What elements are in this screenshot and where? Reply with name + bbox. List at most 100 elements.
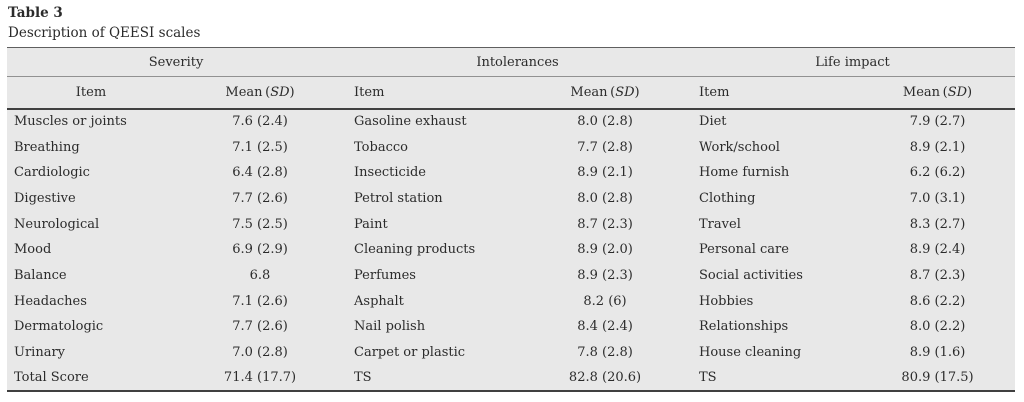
table-row: Headaches 7.1 (2.6) Asphalt 8.2 (6) Hobbies 8… xyxy=(7,288,1015,314)
item-cell: Mood xyxy=(14,242,52,258)
item-cell: Neurological xyxy=(14,216,100,232)
item-cell: Digestive xyxy=(14,190,76,206)
mean-cell: 7.7 (2.6) xyxy=(232,190,288,206)
mean-cell: 8.4 (2.4) xyxy=(577,319,633,335)
group-header-row: Severity Intolerances Life impact xyxy=(7,47,1016,77)
item-cell: Total Score xyxy=(14,370,89,386)
mean-cell: 8.0 (2.8) xyxy=(577,190,633,206)
item-cell: Muscles or joints xyxy=(14,114,127,130)
mean-cell: 8.0 (2.8) xyxy=(577,114,633,130)
mean-cell: 7.8 (2.8) xyxy=(577,345,633,361)
col-header-item-life-impact: Item xyxy=(690,76,861,110)
item-cell: Gasoline exhaust xyxy=(354,114,467,130)
col-header-item-intolerances: Item xyxy=(345,76,521,110)
mean-cell: 7.0 (2.8) xyxy=(232,345,288,361)
table-row: Cardiologic 6.4 (2.8) Insecticide 8.9 (2.1)… xyxy=(7,160,1015,186)
mean-cell: 7.5 (2.5) xyxy=(232,216,288,232)
item-cell: TS xyxy=(699,370,717,386)
item-cell: House cleaning xyxy=(699,345,802,361)
item-cell: Petrol station xyxy=(354,190,443,206)
item-cell: Diet xyxy=(699,114,727,130)
item-cell: Social activities xyxy=(699,267,803,283)
mean-cell: 6.2 (6.2) xyxy=(909,165,966,181)
mean-cell: 8.2 (6) xyxy=(583,293,627,309)
col-header-mean-severity: Mean (SD) xyxy=(175,76,346,110)
col-header-mean-life-impact: Mean (SD) xyxy=(860,76,1016,110)
table-row: Muscles or joints 7.6 (2.4) Gasoline exhau… xyxy=(7,109,1015,135)
mean-label-suffix: ) xyxy=(967,84,973,100)
item-cell: Personal care xyxy=(699,242,789,258)
table-description: Description of QEESI scales xyxy=(8,25,201,41)
item-cell: Work/school xyxy=(699,139,780,155)
mean-cell: 6.9 (2.9) xyxy=(232,242,288,258)
item-cell: Paint xyxy=(354,216,388,232)
table-header: Severity Intolerances Life impact Item M… xyxy=(7,47,1016,110)
table-caption: Table 3 Description of QEESI scales xyxy=(0,0,1024,42)
mean-cell: 8.9 (2.1) xyxy=(577,165,633,181)
mean-cell: 7.9 (2.7) xyxy=(909,114,966,130)
mean-label-prefix: Mean ( xyxy=(570,84,616,100)
table-row: Total Score 71.4 (17.7) TS 82.8 (20.6) TS 80.… xyxy=(7,365,1015,391)
mean-cell: 7.0 (3.1) xyxy=(909,190,966,206)
mean-cell: 8.9 (2.1) xyxy=(909,139,966,155)
mean-cell: 8.7 (2.3) xyxy=(909,267,966,283)
mean-label-prefix: Mean ( xyxy=(225,84,271,100)
item-cell: Perfumes xyxy=(354,267,416,283)
col-header-mean-intolerances: Mean (SD) xyxy=(520,76,691,110)
item-cell: Insecticide xyxy=(354,165,427,181)
mean-cell: 80.9 (17.5) xyxy=(901,370,974,386)
sd-label: SD xyxy=(615,84,635,100)
mean-cell: 7.7 (2.8) xyxy=(577,139,633,155)
mean-cell: 8.0 (2.2) xyxy=(909,319,966,335)
item-cell: Nail polish xyxy=(354,319,426,335)
item-cell: Cleaning products xyxy=(354,242,476,258)
mean-cell: 8.7 (2.3) xyxy=(577,216,633,232)
table-row: Digestive 7.7 (2.6) Petrol station 8.0 (2.8… xyxy=(7,186,1015,212)
mean-cell: 8.9 (2.0) xyxy=(577,242,633,258)
mean-cell: 7.1 (2.6) xyxy=(232,293,288,309)
mean-label-suffix: ) xyxy=(634,84,640,100)
mean-cell: 8.9 (1.6) xyxy=(909,345,966,361)
mean-cell: 82.8 (20.6) xyxy=(568,370,642,386)
item-cell: Cardiologic xyxy=(14,165,90,181)
group-header-life-impact: Life impact xyxy=(690,47,1016,77)
item-cell: Travel xyxy=(699,216,741,232)
table-row: Balance 6.8 Perfumes 8.9 (2.3) Social activi… xyxy=(7,263,1015,289)
table-row: Mood 6.9 (2.9) Cleaning products 8.9 (2.0) P… xyxy=(7,237,1015,263)
item-cell: Urinary xyxy=(14,345,66,361)
item-cell: Asphalt xyxy=(354,293,404,309)
table-row: Neurological 7.5 (2.5) Paint 8.7 (2.3) Trave… xyxy=(7,211,1015,237)
sd-label: SD xyxy=(947,84,968,100)
item-cell: Breathing xyxy=(14,139,80,155)
item-cell: Headaches xyxy=(14,293,87,309)
item-cell: Balance xyxy=(14,267,67,283)
mean-cell: 8.9 (2.4) xyxy=(909,242,966,258)
qeesi-scales-table: Severity Intolerances Life impact Item M… xyxy=(7,47,1016,393)
col-header-item-severity: Item xyxy=(7,76,175,110)
item-cell: TS xyxy=(354,370,372,386)
mean-label-prefix: Mean ( xyxy=(902,84,948,100)
mean-label-suffix: ) xyxy=(289,84,295,100)
mean-cell: 71.4 (17.7) xyxy=(223,370,297,386)
item-cell: Relationships xyxy=(699,319,789,335)
item-cell: Clothing xyxy=(699,190,756,206)
item-cell: Home furnish xyxy=(699,165,790,181)
item-cell: Dermatologic xyxy=(14,319,104,335)
mean-cell: 6.8 xyxy=(249,267,271,283)
table-row: Urinary 7.0 (2.8) Carpet or plastic 7.8 (2.… xyxy=(7,340,1015,366)
mean-cell: 6.4 (2.8) xyxy=(232,165,288,181)
table-number: Table 3 xyxy=(8,5,63,21)
group-header-severity: Severity xyxy=(7,47,346,77)
table-row: Dermatologic 7.7 (2.6) Nail polish 8.4 (2.4… xyxy=(7,314,1015,340)
sub-header-row: Item Mean (SD) Item Mean (SD) Item Mean … xyxy=(7,76,1016,110)
table-row: Breathing 7.1 (2.5) Tobacco 7.7 (2.8) Work/s… xyxy=(7,134,1015,160)
mean-cell: 8.6 (2.2) xyxy=(909,293,966,309)
mean-cell: 8.3 (2.7) xyxy=(909,216,966,232)
table-body: Muscles or joints 7.6 (2.4) Gasoline exhau… xyxy=(7,109,1015,392)
mean-cell: 7.1 (2.5) xyxy=(232,139,288,155)
item-cell: Hobbies xyxy=(699,293,754,309)
item-cell: Carpet or plastic xyxy=(354,345,466,361)
mean-cell: 7.7 (2.6) xyxy=(232,319,288,335)
mean-cell: 7.6 (2.4) xyxy=(232,114,288,130)
mean-cell: 8.9 (2.3) xyxy=(577,267,633,283)
